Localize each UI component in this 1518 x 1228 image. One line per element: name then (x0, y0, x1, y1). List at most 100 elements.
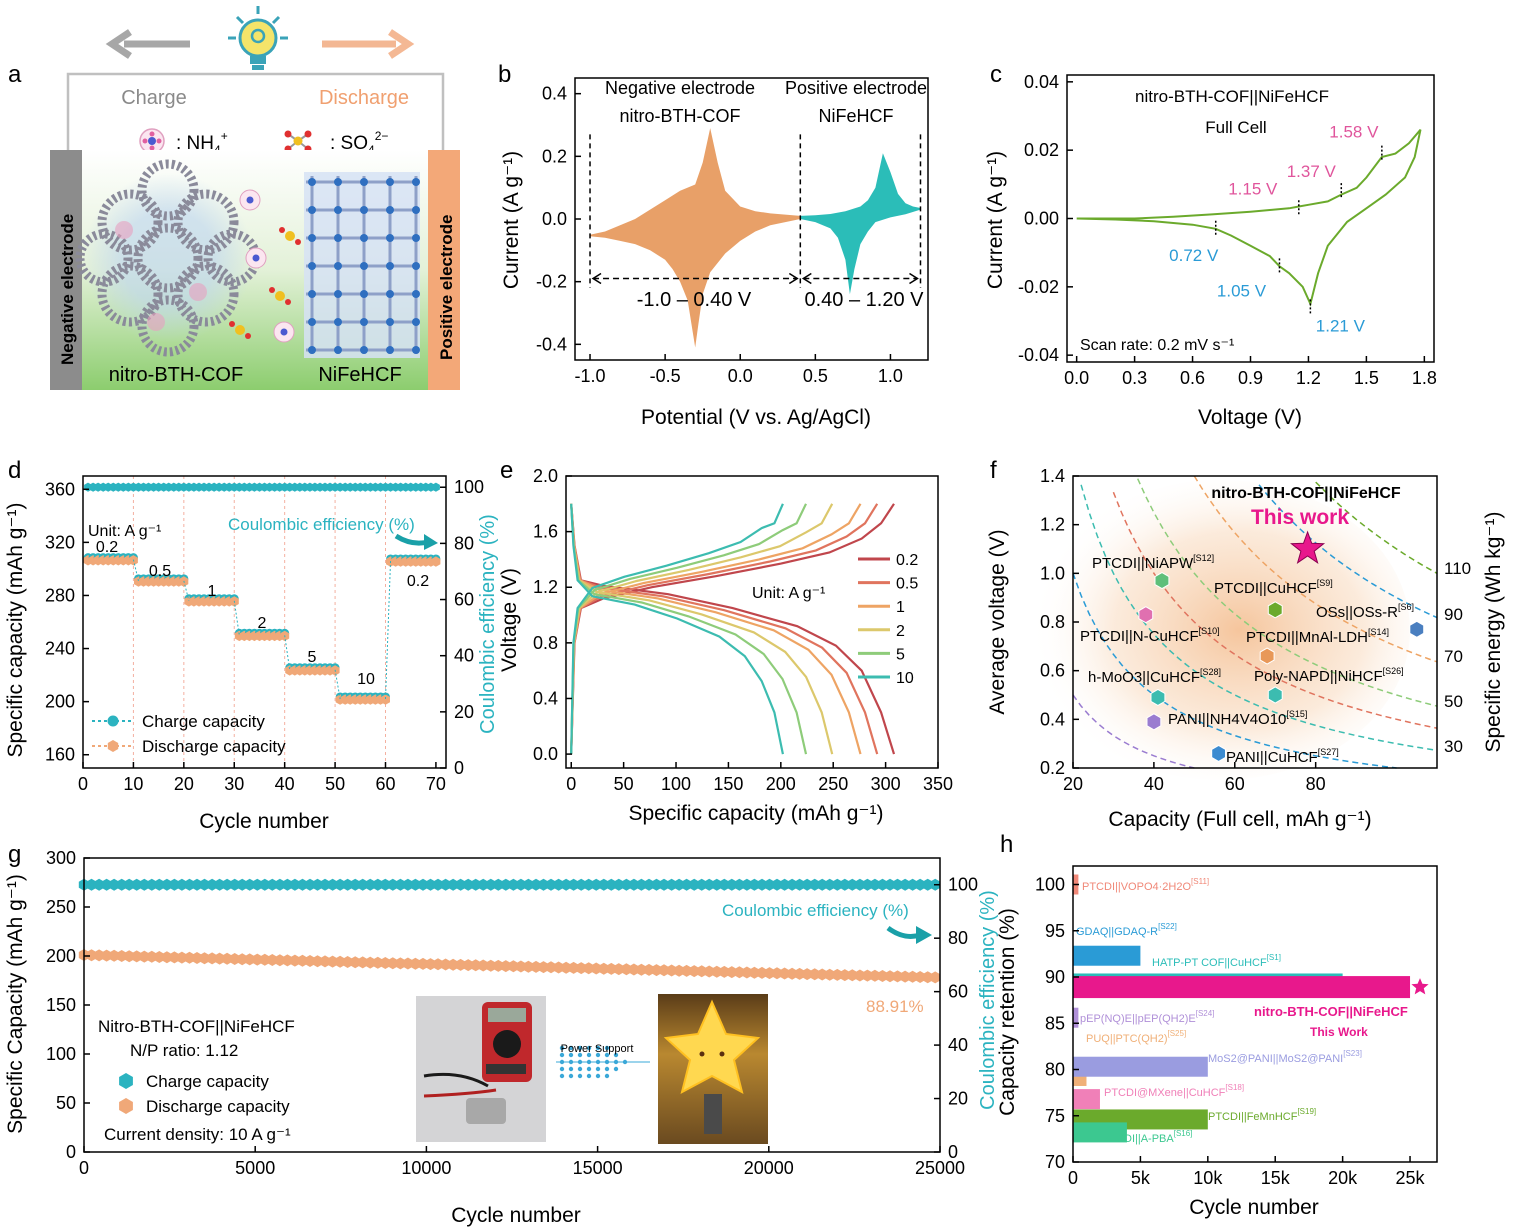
point-marker (1146, 713, 1162, 731)
lattice-node (412, 178, 420, 186)
y-tick-label: 0.8 (533, 633, 558, 653)
y-tick-label: 320 (45, 532, 75, 552)
discharge-curve-0.5 (570, 503, 879, 755)
x-tick-label: 100 (661, 774, 691, 794)
peak-label: 0.72 V (1169, 246, 1219, 265)
y-axis-label: Voltage (V) (498, 568, 521, 672)
x-tick-label: 0.6 (1180, 368, 1205, 388)
x-tick-label: 150 (713, 774, 743, 794)
arrow-dot (568, 1073, 574, 1079)
iso-energy-curve (1258, 484, 1438, 619)
x-tick-label: 30 (224, 774, 244, 794)
power-support-label: Power Support (561, 1043, 634, 1055)
peak-label: 1.15 V (1228, 179, 1278, 198)
x-tick-label: 1.2 (1296, 368, 1321, 388)
y-tick-label: 100 (1035, 875, 1065, 895)
x-tick-label: 40 (1144, 774, 1164, 794)
arrow-dot (604, 1052, 610, 1058)
curved-arrow-icon (424, 534, 438, 550)
transition-line (284, 635, 291, 670)
y-tick-label: 1.2 (1040, 515, 1065, 535)
x-tick-label: 0.5 (803, 366, 828, 386)
bar-label: PTCDI||VOPO4·2H2O[S11] (1082, 877, 1209, 893)
y-tick-label: 0.0 (542, 209, 567, 229)
lattice-node (360, 178, 368, 186)
legend-marker (119, 1073, 133, 1089)
point-marker (1409, 620, 1425, 638)
chart-h-plot: PTCDI||VOPO4·2H2O[S11] GDAQ||GDAQ-R[S22] H… (996, 865, 1438, 1219)
arrow-dot (586, 1052, 592, 1058)
discharge-capacity-point (431, 556, 441, 567)
point-label: PTCDI||N-CuHCF[S10] (1080, 626, 1220, 645)
annotation: N/P ratio: 1.12 (130, 1041, 238, 1060)
arrow-head-icon (801, 272, 812, 285)
lattice-node (386, 234, 394, 242)
x-tick-label: 10 (123, 774, 143, 794)
x-tick-label: 0.0 (728, 366, 753, 386)
x-tick-label: 25000 (915, 1158, 965, 1178)
rate-label: 0.2 (407, 573, 429, 590)
arrow-dot (595, 1045, 601, 1051)
arrow-head-icon (909, 272, 919, 285)
curved-arrow-icon (916, 926, 932, 944)
lattice-node (412, 318, 420, 326)
y-tick-label: 0 (66, 1142, 76, 1162)
this-work-label: This work (1251, 506, 1349, 529)
x-axis-label: Capacity (Full cell, mAh g⁻¹) (1108, 808, 1371, 831)
lattice-node (360, 262, 368, 270)
arrow-dot (586, 1059, 592, 1065)
annotation: Unit: A g⁻¹ (752, 585, 825, 602)
this-work-label: This Work (1310, 1025, 1368, 1039)
x-tick-label: 20 (174, 774, 194, 794)
arrow-dot (595, 1066, 601, 1072)
bar-6 (1073, 1056, 1208, 1077)
arrow-dot (604, 1045, 610, 1051)
x-tick-label: 25k (1396, 1168, 1426, 1188)
lattice-node (412, 262, 420, 270)
chart-b-plot: -1.0 -0.5 0.0 0.5 1.0 -0.4 -0.2 0.0 0.2 0.4 Potent… (500, 77, 929, 429)
x-axis-label: Voltage (V) (1198, 406, 1302, 429)
arrow-dot (586, 1073, 592, 1079)
x-tick-label: 20 (1063, 774, 1083, 794)
y-tick-label: -0.2 (536, 272, 567, 292)
rate-label: 2 (258, 615, 267, 632)
annotation: Current density: 10 A g⁻¹ (104, 1125, 291, 1144)
iso-energy-curve (1137, 478, 1438, 707)
y-tick-label: 0.8 (1040, 612, 1065, 632)
point-label: PTCDI||NiAPW[S12] (1092, 553, 1214, 572)
point-marker (1267, 686, 1283, 704)
lattice-node (334, 178, 342, 186)
y2-tick-label: 40 (454, 646, 474, 666)
y-axis-label: Capacity retention (%) (996, 908, 1019, 1116)
x-tick-label: 15000 (573, 1158, 623, 1178)
y-tick-label: -0.04 (1018, 345, 1059, 365)
y-tick-label: 0.4 (533, 688, 558, 708)
arrow-head-icon (591, 272, 602, 285)
lattice-node (334, 346, 342, 354)
y-tick-label: 160 (45, 745, 75, 765)
x-tick-label: 20k (1328, 1168, 1358, 1188)
y2-tick-label: 0 (454, 758, 464, 778)
x-tick-label: 1.8 (1412, 368, 1437, 388)
energy-tick-label: 30 (1444, 737, 1463, 756)
annotation: NiFeHCF (819, 106, 894, 126)
panel-c: c 1.58 V 1.37 V 1.15 V 0.72 V 1.05 V 1.21 V 0.… (984, 61, 1437, 429)
arrow-dot (586, 1045, 592, 1051)
discharge-curve-10 (570, 503, 784, 755)
lattice-node (308, 262, 316, 270)
y-tick-label: 200 (46, 946, 76, 966)
bar-label: nitro-BTH-COF||NiFeHCF (1254, 1004, 1408, 1019)
transition-line (233, 600, 240, 636)
lattice-node (308, 178, 316, 186)
ammonium-icon (139, 128, 165, 154)
y-axis-label: Current (A g⁻¹) (500, 151, 523, 289)
annotation: Unit: A g⁻¹ (88, 523, 161, 540)
x-tick-label: -0.5 (650, 366, 681, 386)
y-tick-label: 150 (46, 995, 76, 1015)
rate-label: 0.5 (149, 563, 171, 580)
charge-curve-10 (570, 503, 784, 755)
nifehcf-lattice-icon (304, 172, 420, 358)
y2-tick-label: 80 (948, 928, 968, 948)
point-label: OSs||OSs-R[S6] (1316, 602, 1414, 621)
x-tick-label: 5000 (235, 1158, 275, 1178)
